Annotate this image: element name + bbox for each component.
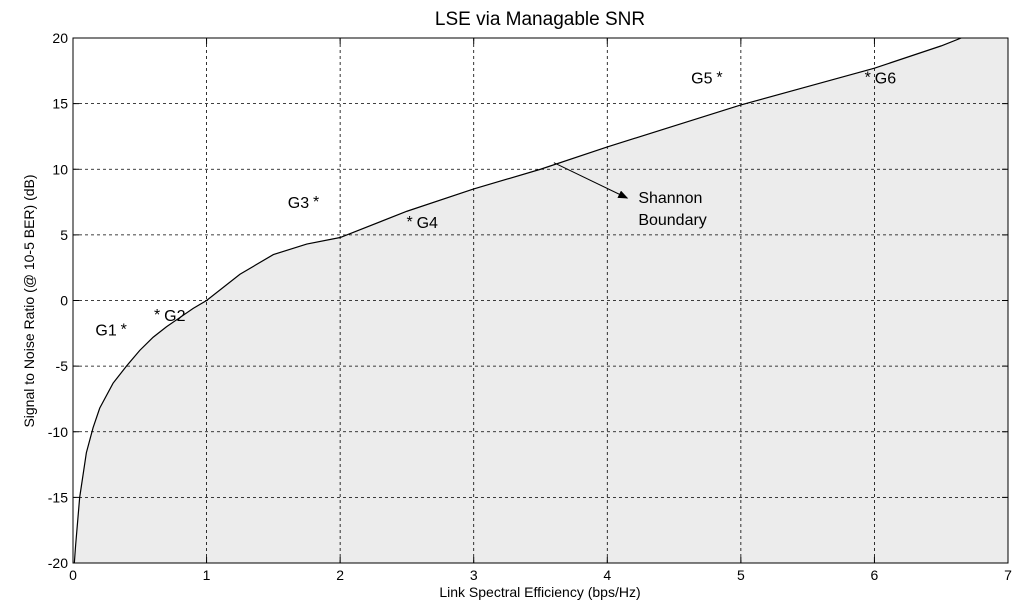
x-tick-label: 4 xyxy=(603,567,611,583)
data-point-marker: * xyxy=(716,69,722,86)
data-point-marker: * xyxy=(313,194,319,211)
y-tick-label: 5 xyxy=(60,227,68,243)
x-tick-label: 0 xyxy=(69,567,77,583)
data-point-marker: * xyxy=(406,214,412,231)
y-tick-label: -20 xyxy=(48,555,68,571)
y-axis-label: Signal to Noise Ratio (@ 10-5 BER) (dB) xyxy=(21,174,37,427)
x-tick-label: 3 xyxy=(470,567,478,583)
y-tick-label: -10 xyxy=(48,424,68,440)
y-tick-label: -15 xyxy=(48,489,68,505)
x-tick-label: 7 xyxy=(1004,567,1012,583)
y-tick-label: -5 xyxy=(56,358,69,374)
annotation-arrow xyxy=(553,162,629,199)
data-point-marker: * xyxy=(121,321,127,338)
y-tick-label: 20 xyxy=(52,30,68,46)
y-tick-label: 10 xyxy=(52,161,68,177)
data-point-label: G2 xyxy=(164,308,185,325)
annotation-text: Boundary xyxy=(638,212,707,229)
data-point-marker: * xyxy=(154,307,160,324)
data-point-marker: * xyxy=(865,69,871,86)
x-tick-label: 5 xyxy=(737,567,745,583)
x-tick-label: 2 xyxy=(336,567,344,583)
x-tick-label: 6 xyxy=(871,567,879,583)
annotation-text: Shannon xyxy=(638,190,702,207)
y-tick-label: 0 xyxy=(60,293,68,309)
shannon-boundary-line xyxy=(73,38,962,563)
data-point-label: G4 xyxy=(417,215,438,232)
data-point-label: G6 xyxy=(875,70,896,87)
data-point-label: G3 xyxy=(288,195,309,212)
y-tick-label: 15 xyxy=(52,96,68,112)
data-point-label: G1 xyxy=(95,322,116,339)
x-axis-label: Link Spectral Efficiency (bps/Hz) xyxy=(439,584,640,600)
x-tick-label: 1 xyxy=(203,567,211,583)
data-point-label: G5 xyxy=(691,70,712,87)
chart-title: LSE via Managable SNR xyxy=(435,9,645,30)
